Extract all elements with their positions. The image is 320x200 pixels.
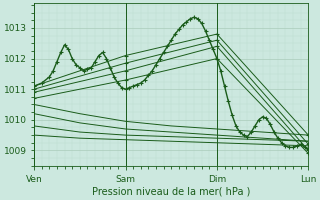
X-axis label: Pression niveau de la mer( hPa ): Pression niveau de la mer( hPa )	[92, 187, 251, 197]
